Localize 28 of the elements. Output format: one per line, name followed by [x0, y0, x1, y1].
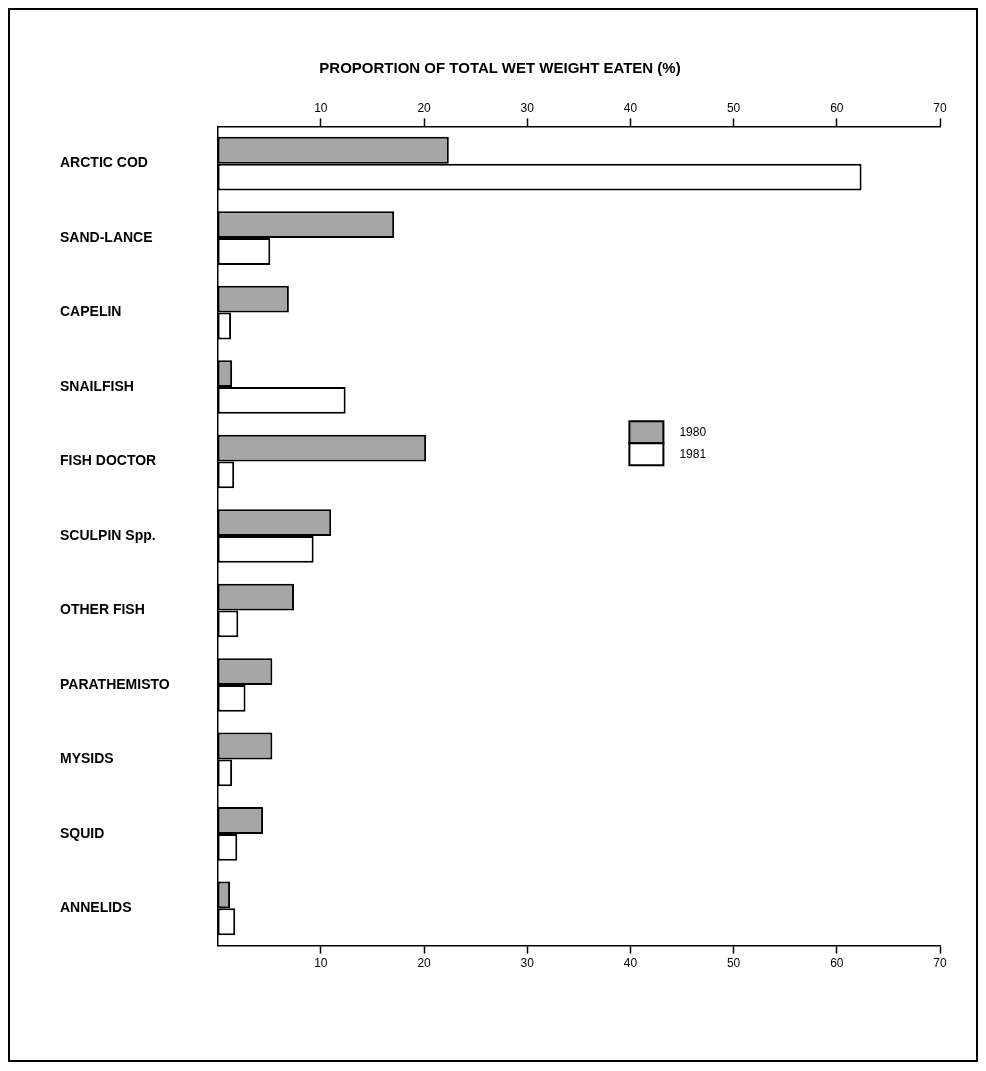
y-tick-label: SAND-LANCE	[60, 228, 153, 245]
x-tick-label: 30	[520, 100, 535, 115]
x2-tick-label: 60	[830, 956, 844, 971]
x2-tick-label: 30	[520, 956, 535, 971]
y-tick-label: PARATHEMISTO	[60, 675, 170, 692]
y-tick-label: OTHER FISH	[60, 601, 145, 618]
x-tick-label: 20	[417, 100, 432, 115]
y-tick-label: CAPELIN	[60, 303, 122, 320]
y-tick-label: ANNELIDS	[60, 899, 132, 916]
y-tick-label: SCULPIN Spp.	[60, 526, 156, 543]
x2-tick-label: 20	[417, 956, 432, 971]
x2-tick-label: 50	[726, 956, 741, 971]
x-tick-label: 50	[726, 100, 741, 115]
y-tick-label: FISH DOCTOR	[60, 452, 157, 469]
legend-label: 1980	[679, 424, 707, 439]
x-tick-label: 70	[933, 100, 947, 115]
legend-label: 1981	[679, 446, 707, 461]
chart-title: PROPORTION OF TOTAL WET WEIGHT EATEN (%)	[319, 59, 681, 77]
y-tick-label: SQUID	[60, 824, 105, 841]
x-tick-label: 60	[830, 100, 844, 115]
y-tick-label: ARCTIC COD	[60, 154, 148, 171]
y-tick-label: SNAILFISH	[60, 377, 134, 394]
x2-tick-label: 10	[314, 956, 328, 971]
y-tick-label: MYSIDS	[60, 750, 114, 767]
x2-tick-label: 40	[623, 956, 638, 971]
x2-tick-label: 70	[933, 956, 947, 971]
x-tick-label: 40	[623, 100, 638, 115]
x-tick-label: 10	[314, 100, 328, 115]
